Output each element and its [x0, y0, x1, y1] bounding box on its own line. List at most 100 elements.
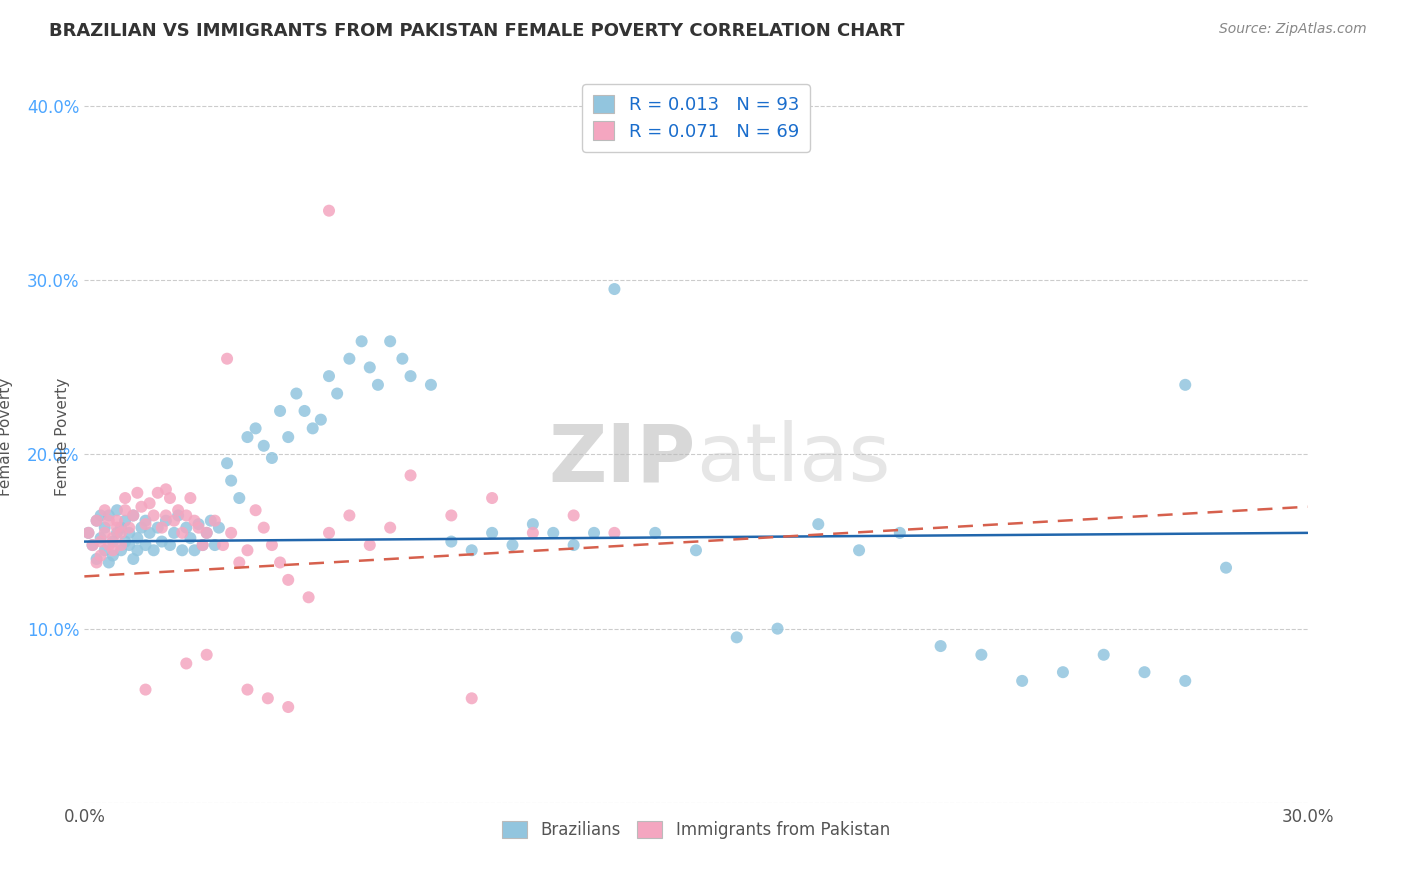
- Point: [461, 691, 484, 706]
- Point: [77, 525, 100, 540]
- Point: [101, 534, 124, 549]
- Point: [309, 412, 332, 426]
- Point: [195, 648, 218, 662]
- Point: [318, 525, 340, 540]
- Point: [260, 538, 283, 552]
- Point: [217, 351, 239, 366]
- Point: [191, 538, 214, 552]
- Point: [105, 503, 128, 517]
- Point: [522, 517, 544, 532]
- Point: [110, 543, 132, 558]
- Point: [380, 521, 402, 535]
- Point: [122, 508, 145, 523]
- Point: [135, 517, 157, 532]
- Point: [481, 491, 503, 505]
- Point: [93, 521, 115, 535]
- Point: [318, 369, 340, 384]
- Point: [522, 525, 544, 540]
- Point: [562, 538, 585, 552]
- Point: [93, 543, 115, 558]
- Point: [118, 525, 141, 540]
- Point: [399, 468, 422, 483]
- Point: [155, 514, 177, 528]
- Point: [562, 508, 585, 523]
- Point: [929, 639, 952, 653]
- Text: ZIP: ZIP: [548, 420, 696, 498]
- Point: [219, 474, 242, 488]
- Point: [236, 430, 259, 444]
- Point: [359, 538, 381, 552]
- Point: [97, 538, 120, 552]
- Point: [159, 491, 181, 505]
- Point: [245, 503, 267, 517]
- Point: [110, 525, 132, 540]
- Point: [236, 682, 259, 697]
- Point: [298, 591, 321, 605]
- Point: [301, 421, 323, 435]
- Point: [970, 648, 993, 662]
- Point: [138, 496, 160, 510]
- Point: [685, 543, 707, 558]
- Point: [228, 556, 250, 570]
- Point: [135, 682, 157, 697]
- Point: [101, 549, 124, 563]
- Point: [212, 538, 235, 552]
- Point: [277, 700, 299, 714]
- Point: [1133, 665, 1156, 680]
- Point: [807, 517, 830, 532]
- Point: [1011, 673, 1033, 688]
- Point: [93, 525, 115, 540]
- Point: [101, 543, 124, 558]
- Point: [105, 525, 128, 540]
- Point: [127, 543, 149, 558]
- Point: [391, 351, 413, 366]
- Point: [603, 282, 626, 296]
- Point: [172, 525, 194, 540]
- Point: [399, 369, 422, 384]
- Point: [187, 521, 209, 535]
- Point: [1174, 673, 1197, 688]
- Point: [114, 534, 136, 549]
- Point: [461, 543, 484, 558]
- Point: [179, 491, 201, 505]
- Text: Source: ZipAtlas.com: Source: ZipAtlas.com: [1219, 22, 1367, 37]
- Point: [420, 377, 443, 392]
- Y-axis label: Female Poverty: Female Poverty: [0, 378, 13, 496]
- Point: [155, 508, 177, 523]
- Point: [146, 485, 169, 500]
- Point: [82, 538, 104, 552]
- Point: [257, 691, 280, 706]
- Point: [114, 514, 136, 528]
- Point: [97, 514, 120, 528]
- Point: [118, 521, 141, 535]
- Y-axis label: Female Poverty: Female Poverty: [55, 378, 70, 496]
- Point: [138, 525, 160, 540]
- Point: [118, 538, 141, 552]
- Point: [339, 508, 361, 523]
- Point: [86, 552, 108, 566]
- Point: [644, 525, 666, 540]
- Point: [583, 525, 606, 540]
- Point: [326, 386, 349, 401]
- Point: [228, 491, 250, 505]
- Point: [440, 534, 463, 549]
- Point: [122, 552, 145, 566]
- Point: [131, 521, 153, 535]
- Point: [350, 334, 373, 349]
- Point: [77, 525, 100, 540]
- Point: [146, 521, 169, 535]
- Point: [195, 525, 218, 540]
- Text: atlas: atlas: [696, 420, 890, 498]
- Point: [294, 404, 316, 418]
- Point: [269, 556, 291, 570]
- Point: [889, 525, 911, 540]
- Point: [253, 439, 276, 453]
- Point: [159, 538, 181, 552]
- Point: [86, 514, 108, 528]
- Point: [1215, 560, 1237, 574]
- Point: [163, 514, 186, 528]
- Point: [260, 450, 283, 465]
- Point: [200, 514, 222, 528]
- Point: [97, 508, 120, 523]
- Point: [208, 521, 231, 535]
